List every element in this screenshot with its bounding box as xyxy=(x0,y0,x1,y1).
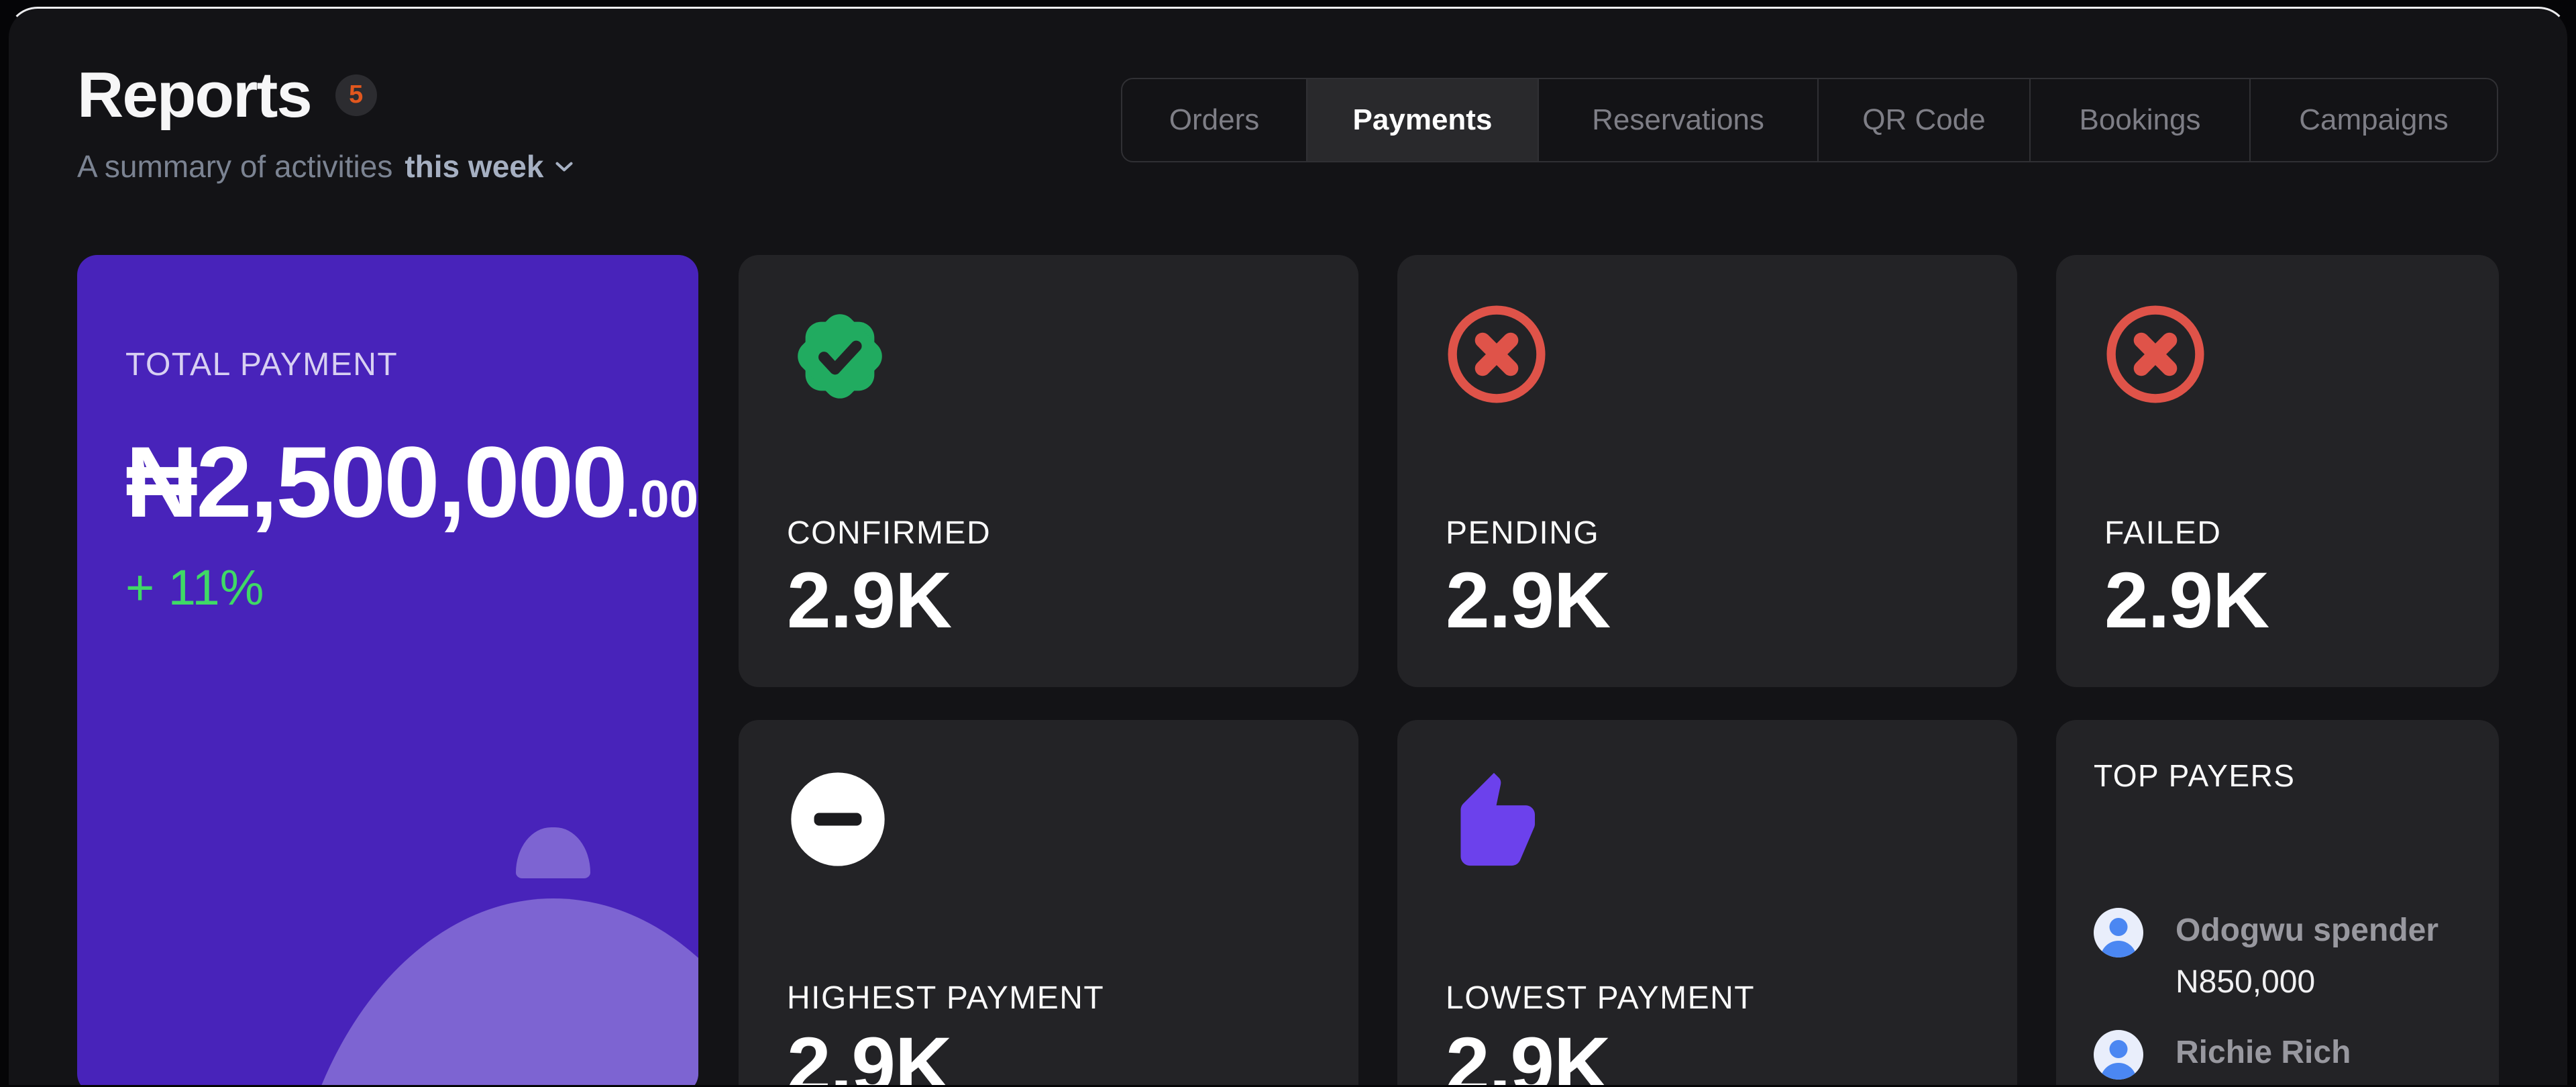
bell-dome-decoration xyxy=(285,898,698,1085)
total-payment-label: TOTAL PAYMENT xyxy=(125,347,398,382)
total-payment-decimal: .00 xyxy=(625,469,698,528)
verified-badge-icon xyxy=(787,303,1310,409)
tab-orders[interactable]: Orders xyxy=(1169,103,1260,136)
lowest-payment-label: LOWEST PAYMENT xyxy=(1446,980,1756,1016)
payer-name: Richie Rich xyxy=(2176,1035,2351,1070)
list-item: Richie Rich xyxy=(2094,1030,2461,1080)
pending-value: 2.9K xyxy=(1446,556,1611,645)
failed-card: FAILED 2.9K xyxy=(2056,255,2499,687)
minus-circle-icon xyxy=(787,768,1310,874)
period-selector[interactable]: this week xyxy=(405,148,578,185)
person-avatar-icon xyxy=(2094,1030,2143,1080)
tab-qr-code[interactable]: QR Code xyxy=(1817,79,2029,161)
failed-value: 2.9K xyxy=(2104,556,2269,645)
x-circle-icon xyxy=(2104,303,2451,409)
lowest-payment-value: 2.9K xyxy=(1446,1021,1611,1087)
page-header: Reports 5 A summary of activities this w… xyxy=(77,61,578,185)
pending-card: PENDING 2.9K xyxy=(1397,255,2017,687)
person-avatar-icon xyxy=(2094,908,2143,957)
tab-payments[interactable]: Payments xyxy=(1306,79,1538,161)
list-item: Odogwu spender N850,000 xyxy=(2094,908,2461,1000)
tab-reservations[interactable]: Reservations xyxy=(1538,79,1817,161)
confirmed-label: CONFIRMED xyxy=(787,515,991,551)
highest-payment-label: HIGHEST PAYMENT xyxy=(787,980,1105,1016)
lowest-payment-card: LOWEST PAYMENT 2.9K xyxy=(1397,720,2017,1087)
thumb-up-icon xyxy=(1446,768,1969,874)
bell-knob-decoration xyxy=(516,827,590,878)
highest-payment-value: 2.9K xyxy=(787,1021,952,1087)
chevron-down-icon xyxy=(550,152,578,180)
pending-label: PENDING xyxy=(1446,515,1600,551)
reports-count-badge: 5 xyxy=(335,74,377,116)
tab-bookings[interactable]: Bookings xyxy=(2029,79,2249,161)
confirmed-value: 2.9K xyxy=(787,556,952,645)
page-subtitle: A summary of activities xyxy=(77,148,393,184)
payer-name: Odogwu spender xyxy=(2176,913,2439,948)
top-payers-card: TOP PAYERS Odogwu spender N850,000 Richi… xyxy=(2056,720,2499,1085)
highest-payment-card: HIGHEST PAYMENT 2.9K xyxy=(739,720,1358,1087)
report-tabs: Orders Payments Reservations QR Code Boo… xyxy=(1121,78,2498,162)
page-title: Reports xyxy=(77,59,313,131)
total-payment-amount: ₦2,500,000.00 xyxy=(125,425,698,538)
x-circle-icon xyxy=(1446,303,1969,409)
reports-window: Reports 5 A summary of activities this w… xyxy=(7,7,2569,1087)
failed-label: FAILED xyxy=(2104,515,2222,551)
total-payment-delta: + 11% xyxy=(125,560,264,615)
period-label: this week xyxy=(405,148,544,184)
tab-campaigns[interactable]: Campaigns xyxy=(2249,79,2497,161)
total-payment-card: TOTAL PAYMENT ₦2,500,000.00 + 11% xyxy=(77,255,698,1085)
top-payers-title: TOP PAYERS xyxy=(2094,758,2296,793)
payer-amount: N850,000 xyxy=(2176,964,2316,1000)
confirmed-card: CONFIRMED 2.9K xyxy=(739,255,1358,687)
